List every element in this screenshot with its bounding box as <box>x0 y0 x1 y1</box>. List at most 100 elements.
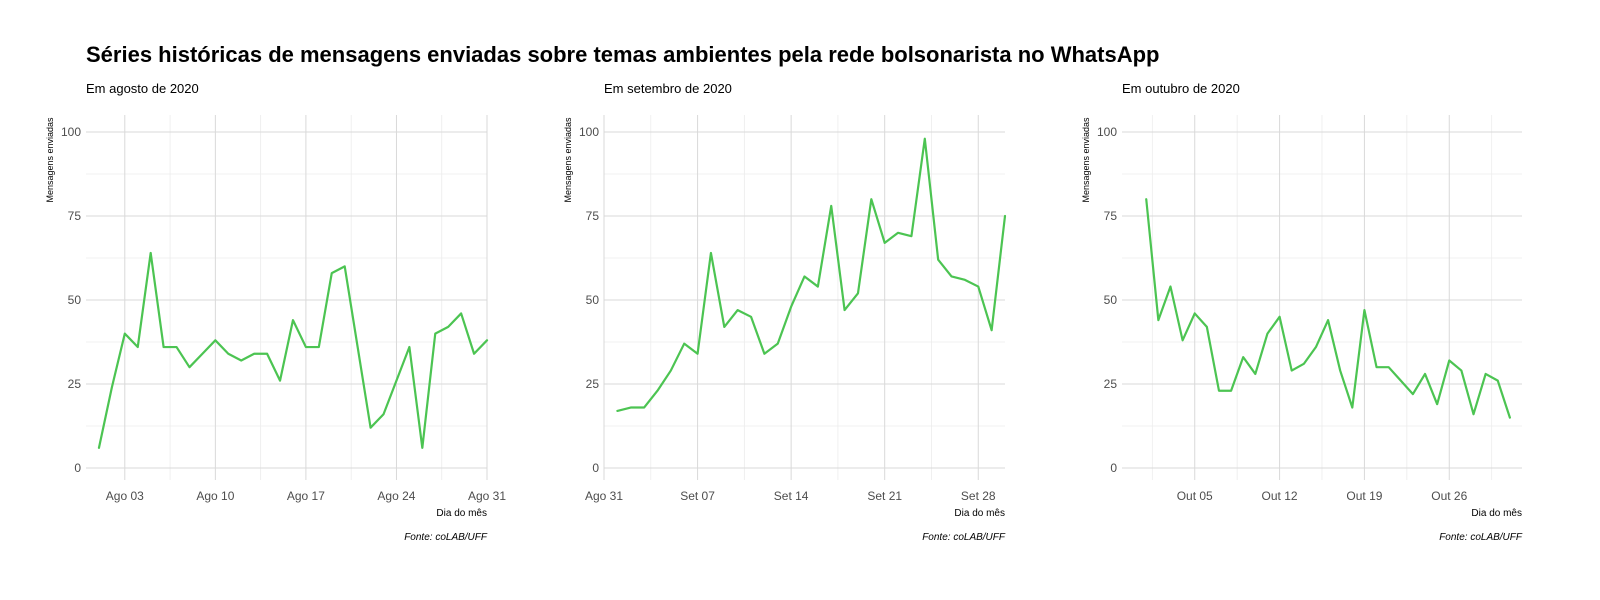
data-point <box>1181 338 1185 342</box>
data-point <box>909 234 913 238</box>
data-point <box>446 325 450 329</box>
data-point <box>97 446 101 450</box>
data-point <box>1508 416 1512 420</box>
data-point <box>1003 214 1007 218</box>
data-point <box>1290 369 1294 373</box>
data-point <box>1387 365 1391 369</box>
x-tick-label: Out 05 <box>1177 489 1213 503</box>
data-point <box>936 258 940 262</box>
data-point <box>369 426 373 430</box>
data-point <box>485 338 489 342</box>
series-line <box>97 251 489 449</box>
data-point <box>629 406 633 410</box>
data-point <box>226 352 230 356</box>
data-point <box>472 352 476 356</box>
y-tick-label: 50 <box>68 293 82 307</box>
y-tick-label: 100 <box>1097 125 1117 139</box>
x-axis-label: Dia do mês <box>954 508 1005 519</box>
data-point <box>1205 325 1209 329</box>
x-tick-label: Ago 03 <box>106 489 144 503</box>
data-point <box>175 345 179 349</box>
data-point <box>963 278 967 282</box>
data-point <box>356 345 360 349</box>
data-point <box>816 285 820 289</box>
data-point <box>239 358 243 362</box>
data-point <box>990 328 994 332</box>
data-point <box>1447 358 1451 362</box>
y-tick-label: 100 <box>579 125 599 139</box>
panel-subtitle: Em setembro de 2020 <box>604 81 732 96</box>
data-point <box>1423 372 1427 376</box>
data-point <box>1399 379 1403 383</box>
y-tick-label: 75 <box>68 209 82 223</box>
data-point <box>736 308 740 312</box>
x-tick-label: Ago 10 <box>196 489 234 503</box>
data-point <box>1350 406 1354 410</box>
data-point <box>420 446 424 450</box>
data-point <box>950 274 954 278</box>
data-point <box>749 315 753 319</box>
data-point <box>1314 345 1318 349</box>
data-point <box>149 251 153 255</box>
data-point <box>317 345 321 349</box>
x-tick-label: Set 28 <box>961 489 996 503</box>
data-point <box>896 231 900 235</box>
y-tick-label: 100 <box>61 125 81 139</box>
data-point <box>343 264 347 268</box>
x-tick-label: Set 07 <box>680 489 715 503</box>
x-tick-label: Ago 17 <box>287 489 325 503</box>
data-point <box>382 412 386 416</box>
source-caption: Fonte: coLAB/UFF <box>1439 532 1523 543</box>
data-point <box>252 352 256 356</box>
x-tick-label: Ago 31 <box>468 489 506 503</box>
series-line <box>1145 198 1511 419</box>
data-point <box>1375 365 1379 369</box>
panel-3: 0 25 50 75 100 Out 05 Out 12 Out 19 Out 26 Em out… <box>1081 81 1523 543</box>
y-tick-label: 25 <box>1104 377 1118 391</box>
data-point <box>1496 379 1500 383</box>
data-point <box>1265 332 1269 336</box>
data-point <box>976 285 980 289</box>
x-axis-label: Dia do mês <box>436 508 487 519</box>
data-point <box>923 137 927 141</box>
x-tick-label: Set 14 <box>774 489 809 503</box>
data-point <box>187 365 191 369</box>
chart-title: Séries históricas de mensagens enviadas … <box>86 42 1160 67</box>
data-point <box>459 311 463 315</box>
panel-2: 0 25 50 75 100 Ago 31 Set 07 Set 14 Set 21 Set 28… <box>563 81 1007 543</box>
data-point <box>407 345 411 349</box>
data-point <box>1278 315 1282 319</box>
data-point <box>1326 318 1330 322</box>
data-point <box>762 352 766 356</box>
data-point <box>856 291 860 295</box>
data-point <box>615 409 619 413</box>
data-point <box>136 345 140 349</box>
data-point <box>278 379 282 383</box>
data-point <box>433 332 437 336</box>
data-point <box>123 332 127 336</box>
y-tick-label: 25 <box>68 377 82 391</box>
data-point <box>776 342 780 346</box>
data-point <box>1193 311 1197 315</box>
data-point <box>265 352 269 356</box>
data-point <box>696 352 700 356</box>
y-axis-label: Mensagens enviadas <box>1081 117 1091 203</box>
data-point <box>1459 369 1463 373</box>
data-point <box>162 345 166 349</box>
series-line <box>616 137 1007 412</box>
x-tick-label: Ago 24 <box>377 489 415 503</box>
data-point <box>829 204 833 208</box>
data-point <box>1338 369 1342 373</box>
data-point <box>1253 372 1257 376</box>
data-point <box>682 342 686 346</box>
data-point <box>789 305 793 309</box>
data-point <box>1144 197 1148 201</box>
y-tick-label: 0 <box>1110 461 1117 475</box>
panel-1: 0 25 50 75 100 Ago 03 Ago 10 Ago 17 Ago 24 Ago 31… <box>45 81 506 543</box>
data-point <box>291 318 295 322</box>
data-point <box>655 389 659 393</box>
y-tick-label: 50 <box>586 293 600 307</box>
y-tick-label: 0 <box>74 461 81 475</box>
panel-subtitle: Em agosto de 2020 <box>86 81 199 96</box>
